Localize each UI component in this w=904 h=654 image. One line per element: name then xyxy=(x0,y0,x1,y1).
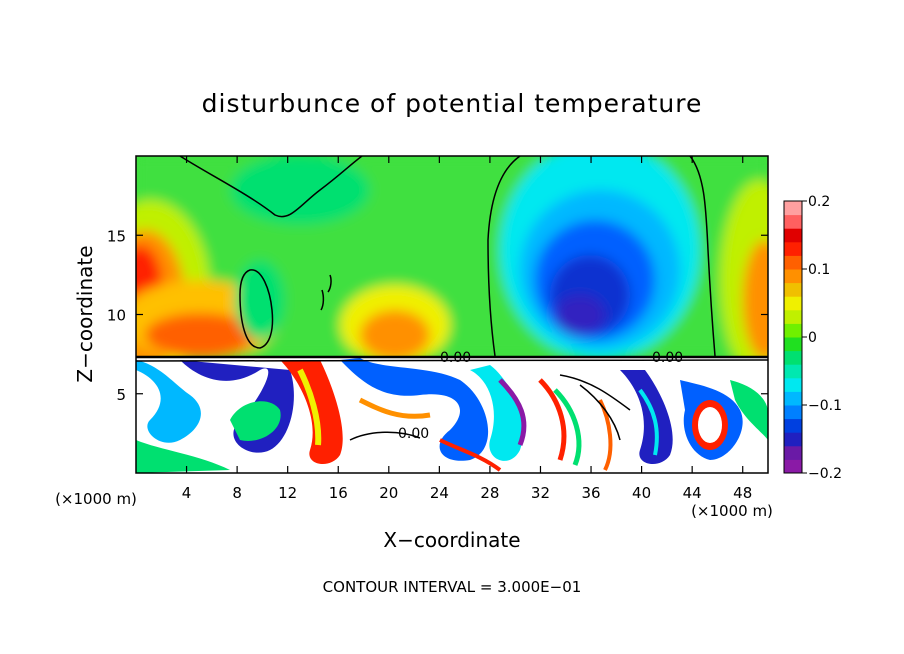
colorbar-swatch xyxy=(784,337,802,352)
colorbar-swatch xyxy=(784,459,802,474)
colorbar-swatch xyxy=(784,323,802,338)
x-unit-left: (×1000 m) xyxy=(55,490,137,508)
contour-line xyxy=(487,156,521,357)
colorbar-swatch xyxy=(784,255,802,270)
contour-interval-footer: CONTOUR INTERVAL = 3.000E−01 xyxy=(323,578,582,596)
colorbar-tick-label: −0.2 xyxy=(808,466,842,482)
colorbar-swatch xyxy=(784,309,802,324)
x-tick-label: 32 xyxy=(531,484,550,502)
colorbar-swatch xyxy=(784,214,802,229)
x-tick-label: 44 xyxy=(683,484,702,502)
colorbar-swatch xyxy=(784,418,802,433)
x-tick-label: 4 xyxy=(182,484,192,502)
contour-label: 0.00 xyxy=(398,426,429,442)
y-tick-label: 5 xyxy=(116,386,126,404)
contour-line xyxy=(689,156,716,357)
x-tick-label: 12 xyxy=(278,484,297,502)
contour-line xyxy=(349,431,421,441)
contour-line xyxy=(559,374,631,411)
contour-line xyxy=(179,156,363,218)
colorbar-tick-label: 0.1 xyxy=(808,262,830,278)
x-tick-label: 36 xyxy=(581,484,600,502)
y-axis-label: Z−coordinate xyxy=(73,245,97,382)
colorbar-swatch xyxy=(784,364,802,379)
x-tick-label: 40 xyxy=(632,484,651,502)
y-tick-label: 15 xyxy=(107,227,126,245)
colorbar-swatch xyxy=(784,405,802,420)
y-tick-label: 10 xyxy=(107,307,126,325)
colorbar-tick-label: 0.2 xyxy=(808,194,830,210)
x-tick-label: 16 xyxy=(329,484,348,502)
colorbar-swatch xyxy=(784,377,802,392)
colorbar-swatch xyxy=(784,269,802,284)
colorbar-swatch xyxy=(784,228,802,243)
contour-line xyxy=(320,289,325,311)
colorbar-swatch xyxy=(784,296,802,311)
colorbar-swatch xyxy=(784,391,802,406)
x-tick-label: 48 xyxy=(733,484,752,502)
contours xyxy=(136,156,768,441)
colorbar-swatch xyxy=(784,241,802,256)
upper-field xyxy=(136,156,768,380)
contour-line xyxy=(327,274,332,293)
plot-area: 0.00 0.00 0.00 xyxy=(136,156,768,473)
x-axis-label: X−coordinate xyxy=(383,528,520,552)
contour-line xyxy=(136,359,768,362)
chart-title: disturbunce of potential temperature xyxy=(202,89,703,118)
x-tick-label: 8 xyxy=(232,484,242,502)
colorbar: 0.2 0.1 0 −0.1 −0.2 xyxy=(783,194,842,482)
x-tick-label: 20 xyxy=(379,484,398,502)
colorbar-tick-label: 0 xyxy=(808,330,817,346)
colorbar-swatch xyxy=(784,201,802,216)
contour-label: 0.00 xyxy=(440,350,471,366)
colorbar-tick-label: −0.1 xyxy=(808,398,842,414)
contour-label: 0.00 xyxy=(652,350,683,366)
contour-line xyxy=(579,384,621,441)
lower-field xyxy=(136,356,768,473)
colorbar-swatch xyxy=(784,432,802,447)
x-tick-label: 24 xyxy=(430,484,449,502)
contour-labels: 0.00 0.00 0.00 xyxy=(398,350,683,442)
colorbar-swatch xyxy=(784,350,802,365)
contour-line xyxy=(239,269,274,349)
colorbar-swatch xyxy=(784,282,802,297)
x-tick-label: 28 xyxy=(480,484,499,502)
x-unit-right: (×1000 m) xyxy=(691,502,773,520)
colorbar-swatch xyxy=(784,445,802,460)
